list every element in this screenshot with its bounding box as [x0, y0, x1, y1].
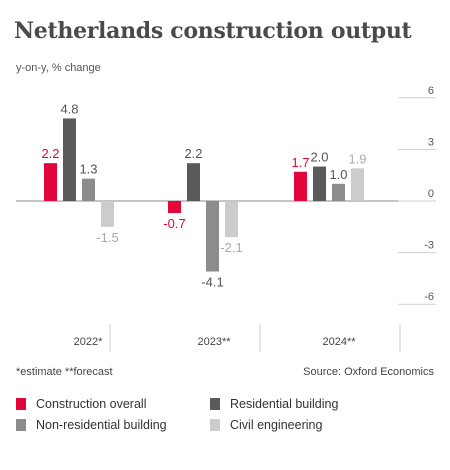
legend-item-construction-overall: Construction overall [16, 397, 146, 411]
data-label: 1.9 [348, 151, 366, 166]
bar [206, 201, 219, 272]
data-label: 2.2 [184, 146, 202, 161]
bar [187, 163, 200, 201]
y-tick-label: -6 [424, 291, 434, 303]
data-label: 1.0 [329, 167, 347, 182]
bar-chart: 6 3 0 -3 -6 2.2 -0.7 1.7 4.8 2.2 2.0 1.3 -4.1 1.0 -1.5… [16, 85, 436, 352]
bar [313, 166, 326, 201]
legend-swatch [16, 398, 26, 410]
bar [332, 183, 345, 201]
chart-title: Netherlands construction output [14, 18, 412, 44]
data-label: 4.8 [60, 101, 78, 116]
bar [44, 163, 57, 201]
data-label: 2.0 [310, 150, 328, 165]
data-label: -2.1 [220, 240, 242, 255]
data-label: -0.7 [163, 216, 185, 231]
data-label: 1.7 [291, 155, 309, 170]
bar [225, 201, 238, 238]
y-tick-label: 0 [428, 188, 434, 200]
bar [63, 118, 76, 201]
data-label: -1.5 [96, 230, 118, 245]
legend-item-non-residential-building: Non-residential building [16, 418, 167, 432]
bar [351, 168, 364, 201]
bar [82, 178, 95, 201]
legend-label: Construction overall [36, 397, 147, 411]
data-label: 2.2 [41, 146, 59, 161]
source-note: Source: Oxford Economics [303, 366, 434, 378]
x-tick-label: 2023** [197, 336, 231, 348]
legend-item-residential-building: Residential building [210, 397, 338, 411]
legend-label: Non-residential building [36, 418, 167, 432]
y-tick-label: 3 [428, 136, 434, 148]
legend-label: Residential building [230, 397, 339, 411]
x-tick-label: 2022* [74, 336, 103, 348]
bar [101, 201, 114, 227]
legend-swatch [210, 398, 220, 410]
data-label: 1.3 [79, 162, 97, 177]
bar [168, 201, 181, 214]
legend-label: Civil engineering [230, 418, 323, 432]
footnote: *estimate **forecast [16, 366, 113, 378]
legend-swatch [16, 419, 26, 431]
bar [294, 171, 307, 201]
legend-item-civil-engineering: Civil engineering [210, 418, 322, 432]
data-label: -4.1 [201, 275, 223, 290]
x-tick-label: 2024** [322, 336, 356, 348]
chart-subtitle: y-on-y, % change [16, 62, 101, 74]
legend-swatch [210, 419, 220, 431]
y-tick-label: -3 [424, 240, 434, 252]
y-tick-label: 6 [428, 85, 434, 97]
